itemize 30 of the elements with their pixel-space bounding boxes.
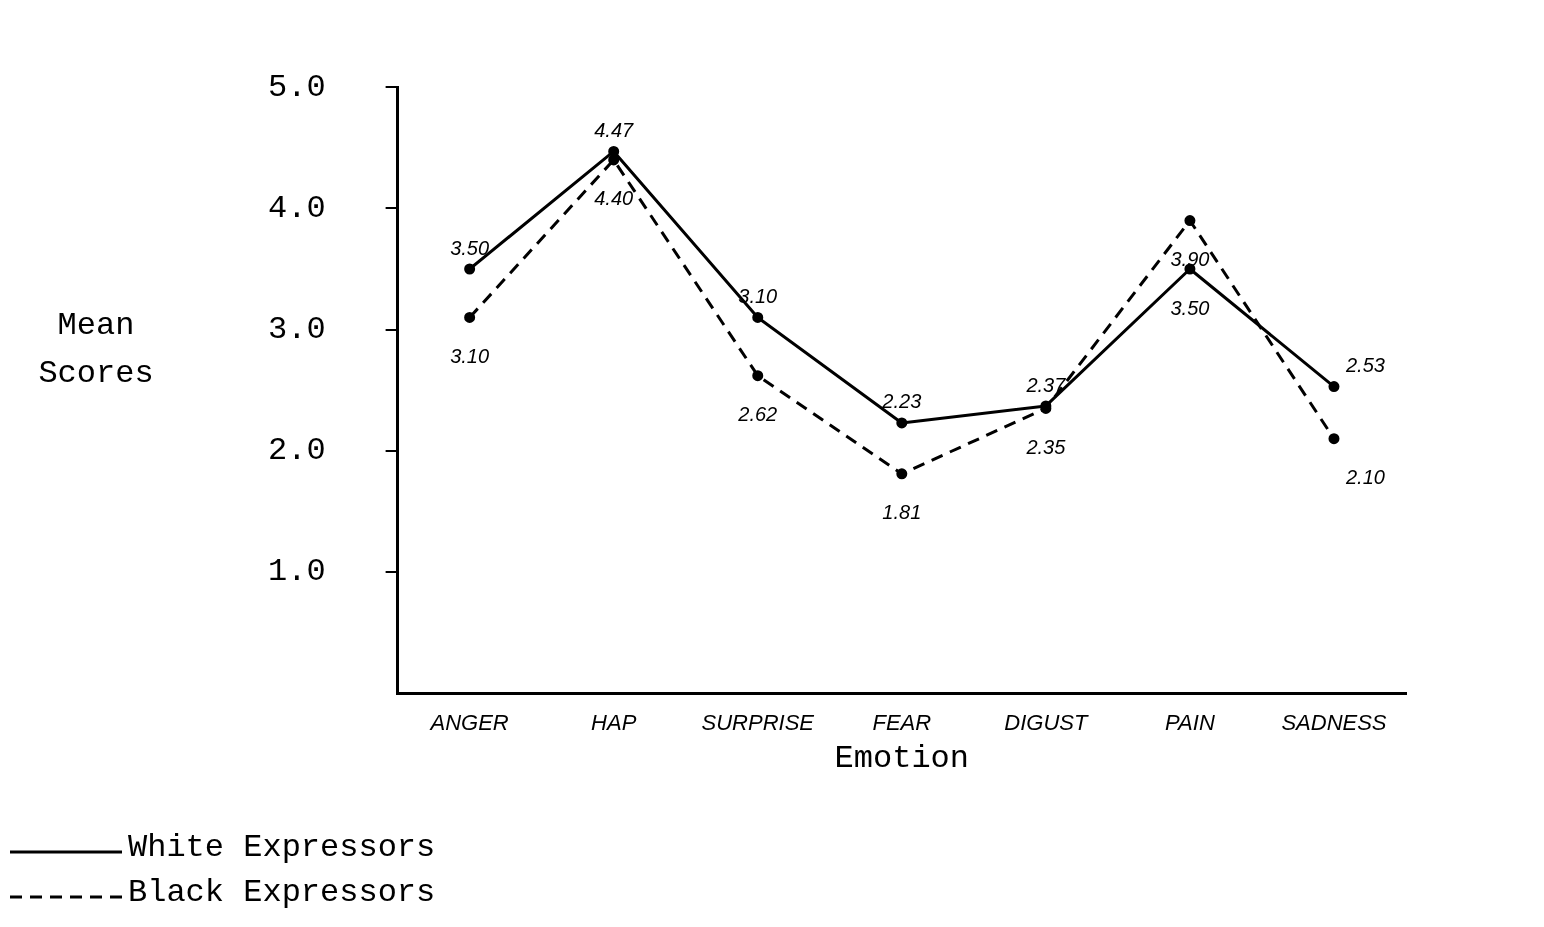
data-label: 3.90	[1170, 248, 1210, 271]
y-tick-label: 4.0	[268, 189, 326, 227]
y-axis-title: Mean Scores	[38, 307, 154, 393]
data-label: 1.81	[882, 501, 922, 524]
legend-label: Black Expressors	[128, 874, 436, 912]
data-label: 2.53	[1344, 354, 1385, 377]
data-label: 2.10	[1344, 466, 1385, 489]
x-tick-label: SADNESS	[1281, 709, 1387, 735]
data-label: 3.10	[450, 345, 490, 368]
data-label: 4.47	[594, 119, 635, 141]
x-tick-label: SURPRISE	[701, 709, 815, 735]
legend-label: White Expressors	[128, 829, 436, 867]
x-tick-label: PAIN	[1165, 709, 1215, 735]
data-label: 4.40	[594, 187, 634, 210]
y-tick-label: 3.0	[268, 311, 326, 349]
data-label: 2.62	[737, 403, 778, 426]
y-tick-label: 5.0	[268, 68, 326, 106]
y-tick-label: 2.0	[268, 432, 326, 470]
x-tick-label: ANGER	[428, 709, 509, 735]
x-tick-label: FEAR	[872, 709, 932, 735]
data-label: 2.37	[1025, 373, 1067, 396]
x-axis-title: Emotion	[834, 740, 970, 778]
data-label: 3.50	[450, 236, 490, 259]
y-tick-label: 1.0	[268, 553, 326, 591]
data-label: 3.50	[1170, 296, 1210, 319]
x-tick-label: DIGUST	[1004, 709, 1089, 735]
data-label: 2.35	[1025, 435, 1067, 458]
data-label: 2.23	[881, 390, 922, 413]
data-label: 3.10	[738, 285, 778, 308]
x-tick-label: HAP	[591, 709, 637, 735]
